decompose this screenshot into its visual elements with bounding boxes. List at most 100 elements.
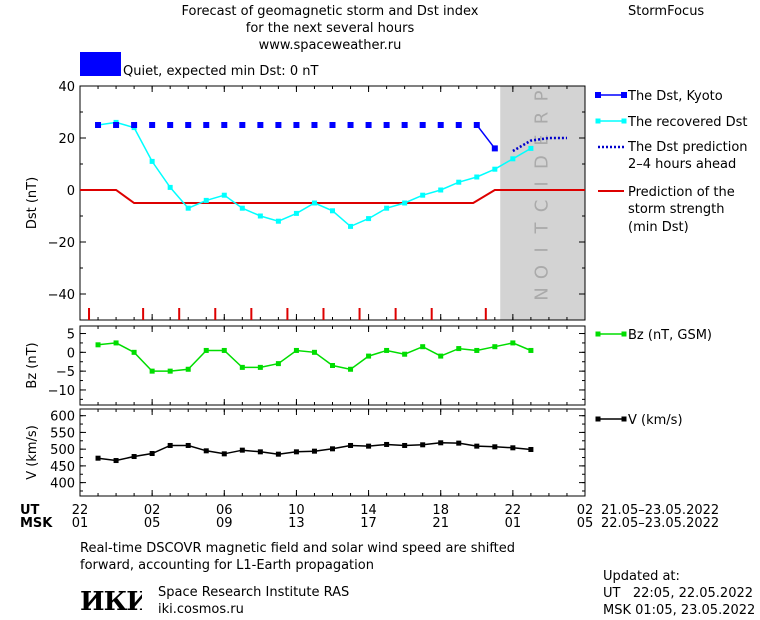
dst-kyoto-point xyxy=(437,122,444,128)
y-axis-label: V (km/s) xyxy=(25,425,40,480)
v-point xyxy=(528,446,534,452)
website-link[interactable]: www.spaceweather.ru xyxy=(258,38,402,53)
v-point xyxy=(311,448,317,454)
msk-tick-label: 01 xyxy=(71,516,89,531)
updated-label: Updated at: xyxy=(603,569,680,584)
institute-link[interactable]: iki.cosmos.ru xyxy=(158,602,244,617)
legend-storm-line3: (min Dst) xyxy=(628,220,689,235)
recovered-dst-point xyxy=(420,192,426,198)
legend-recovered-dst: The recovered Dst xyxy=(627,115,747,130)
recovered-dst-point xyxy=(293,210,299,216)
msk-tick-label: 05 xyxy=(576,516,594,531)
bz-point xyxy=(510,340,516,346)
dst-kyoto-point xyxy=(365,122,372,128)
recovered-dst-point xyxy=(528,145,534,151)
msk-tick-label: 17 xyxy=(360,516,377,531)
legend-storm-line1: Prediction of the xyxy=(628,185,735,200)
dst-kyoto-point xyxy=(149,122,156,128)
prediction-label-letter: O xyxy=(532,265,553,279)
bz-point xyxy=(275,361,281,367)
bz-point xyxy=(185,366,191,372)
ut-tick-label: 22 xyxy=(71,503,89,518)
bz-point xyxy=(348,366,354,372)
prediction-label-letter: C xyxy=(532,200,553,213)
dst-kyoto-point xyxy=(275,122,282,128)
footer-note-line2: forward, accounting for L1-Earth propaga… xyxy=(80,558,374,573)
legend-marker xyxy=(621,92,627,98)
v-point xyxy=(384,441,390,447)
v-point xyxy=(275,451,281,457)
chart-title-line1: Forecast of geomagnetic storm and Dst in… xyxy=(181,4,479,19)
ut-tick-label: 22 xyxy=(504,503,522,518)
storm-strength-line xyxy=(80,189,585,204)
ut-tick-label: 02 xyxy=(143,503,161,518)
v-point xyxy=(492,444,498,450)
updated-msk: MSK 01:05, 23.05.2022 xyxy=(603,603,756,618)
y-tick-label: −40 xyxy=(48,288,75,303)
dst-kyoto-point xyxy=(419,122,426,128)
legend-dst-prediction-line2: 2–4 hours ahead xyxy=(628,157,736,172)
bz-point xyxy=(384,347,390,353)
y-axis-label: Dst (nT) xyxy=(25,177,40,229)
prediction-label-letter: D xyxy=(532,155,553,169)
bz-point xyxy=(221,347,227,353)
y-tick-label: 500 xyxy=(50,443,75,458)
footer-note-line1: Real-time DSCOVR magnetic field and sola… xyxy=(80,541,516,556)
legend-marker xyxy=(621,118,627,124)
legend-bz: Bz (nT, GSM) xyxy=(628,328,712,343)
legend-marker xyxy=(595,92,601,98)
v-point xyxy=(95,455,101,461)
recovered-dst-point xyxy=(366,216,372,222)
bz-point xyxy=(167,368,173,374)
bz-point xyxy=(366,353,372,359)
recovered-dst-point xyxy=(275,218,281,224)
bz-point xyxy=(149,368,155,374)
y-tick-label: 0 xyxy=(67,346,75,361)
bz-point xyxy=(456,346,462,352)
bz-point xyxy=(203,347,209,353)
status-indicator xyxy=(80,52,121,76)
msk-axis-label: MSK xyxy=(20,516,53,531)
y-tick-label: −10 xyxy=(48,384,75,399)
y-tick-label: −20 xyxy=(48,236,75,251)
v-point xyxy=(510,445,516,451)
prediction-label-letter: N xyxy=(532,287,553,300)
bz-point xyxy=(402,351,408,357)
msk-tick-label: 21 xyxy=(432,516,449,531)
prediction-label-letter: E xyxy=(532,134,553,145)
v-point xyxy=(239,447,245,453)
v-point xyxy=(293,449,299,455)
legend-storm-line2: storm strength xyxy=(628,202,725,217)
dst-kyoto-point xyxy=(257,122,264,128)
recovered-dst-point xyxy=(474,174,480,180)
v-point xyxy=(185,442,191,448)
bz-line xyxy=(97,342,532,372)
recovered-dst-point xyxy=(510,156,516,162)
ut-tick-label: 18 xyxy=(432,503,449,518)
v-point xyxy=(203,448,209,454)
prediction-label-letter: P xyxy=(532,90,553,101)
recovered-dst-point xyxy=(384,205,390,211)
recovered-dst-point xyxy=(203,197,209,203)
dst-kyoto-point xyxy=(131,122,138,128)
prediction-band xyxy=(500,86,585,320)
v-point xyxy=(456,440,462,446)
bz-point xyxy=(131,349,137,355)
recovered-dst-point xyxy=(257,213,263,219)
institute-name: Space Research Institute RAS xyxy=(158,585,350,600)
dst-kyoto-point xyxy=(455,122,462,128)
bz-point xyxy=(95,342,101,348)
svg-text:ИКИ: ИКИ xyxy=(80,587,142,616)
recovered-dst-point xyxy=(185,205,191,211)
bz-point xyxy=(492,344,498,350)
recovered-dst-point xyxy=(149,158,155,164)
dst-kyoto-point xyxy=(113,122,120,128)
dst-kyoto-point xyxy=(491,145,498,152)
y-tick-label: 5 xyxy=(67,328,75,343)
y-tick-label: 600 xyxy=(50,410,75,425)
bz-point xyxy=(438,353,444,359)
dst-kyoto-point xyxy=(221,122,228,128)
recovered-dst-point xyxy=(330,208,335,214)
dst-kyoto-point xyxy=(329,122,336,128)
